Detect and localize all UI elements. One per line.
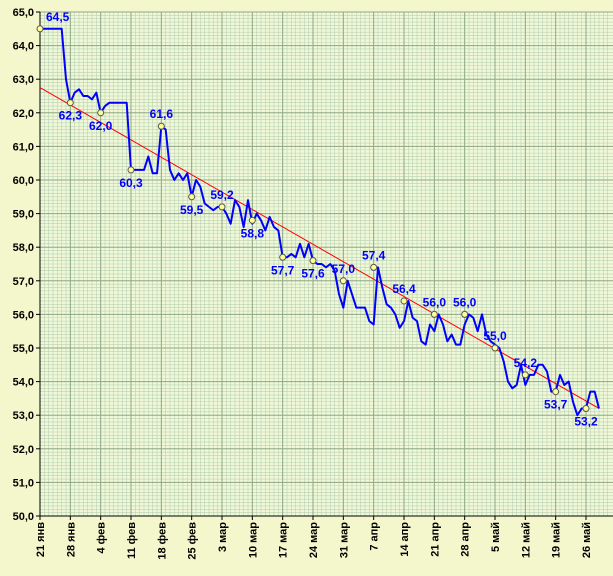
trendline [39,87,600,409]
x-tick-label: 25 фев [187,522,199,560]
data-label: 53,2 [574,414,598,428]
y-tick-label: 56,0 [13,309,34,321]
annotation-marker [248,216,256,224]
weight-series [40,27,600,417]
annotation-marker [461,310,469,318]
y-tick-label: 61,0 [13,141,34,153]
annotation-labels: 64,5 62,3 62,0 60,3 61,6 59,5 59,2 58,8 57,7 57,6… [46,10,598,429]
y-tick-label: 55,0 [13,343,34,355]
data-label: 56,0 [453,295,477,309]
annotation-marker [521,371,529,379]
data-label: 56,0 [423,295,447,309]
y-tick-label: 53,0 [13,410,34,422]
x-tick-label: 17 мар [278,522,290,558]
annotation-marker [36,25,44,33]
data-label: 57,0 [332,262,356,276]
y-tick-label: 54,0 [13,377,34,389]
data-label: 56,4 [392,282,416,296]
data-label: 59,5 [180,203,204,217]
data-label: 57,7 [271,263,295,277]
x-tick-label: 18 фев [156,522,168,560]
x-tick-label: 28 янв [65,522,77,557]
annotation-marker [157,122,165,130]
y-tick-label: 59,0 [13,209,34,221]
major-grid [39,11,613,517]
annotation-marker [127,166,135,174]
x-tick-label: 5 май [490,522,502,552]
x-tick-label: 28 апр [460,522,472,557]
y-tick-label: 52,0 [13,444,34,456]
data-label: 58,8 [241,226,265,240]
annotation-marker [582,404,590,412]
annotation-marker [279,253,287,261]
data-label: 62,0 [89,119,113,133]
annotation-markers [36,25,590,412]
x-tick-label: 14 апр [399,522,411,557]
x-tick-label: 21 янв [35,522,47,557]
x-tick-label: 12 май [520,522,532,558]
y-tick-label: 64,0 [13,41,34,53]
x-tick-label: 31 мар [338,522,350,558]
x-tick-label: 21 апр [429,522,441,557]
y-axis-ticks: 50,0 51,0 52,0 53,0 54,0 55,0 56,0 57,0 58,0 59,0… [13,7,40,523]
annotation-marker [309,257,317,265]
x-tick-label: 3 мар [217,522,229,552]
annotation-marker [218,203,226,211]
series-line [40,27,600,417]
x-tick-label: 7 апр [369,522,381,551]
x-tick-label: 4 фев [96,522,108,554]
data-label: 59,2 [210,188,234,202]
data-label: 57,6 [301,267,325,281]
y-tick-label: 63,0 [13,74,34,86]
annotation-marker [400,297,408,305]
x-tick-label: 24 мар [308,522,320,558]
y-tick-label: 62,0 [13,108,34,120]
axes [39,12,613,517]
y-tick-label: 60,0 [13,175,34,187]
x-tick-label: 26 май [581,522,593,558]
x-tick-label: 10 мар [247,522,259,558]
annotation-marker [370,263,378,271]
data-label: 61,6 [150,107,174,121]
annotation-marker [552,388,560,396]
annotation-marker [97,109,105,117]
y-tick-label: 65,0 [13,7,34,19]
y-tick-label: 51,0 [13,477,34,489]
x-tick-label: 19 май [551,522,563,558]
y-tick-label: 50,0 [13,511,34,523]
annotation-marker [339,277,347,285]
data-label: 60,3 [119,176,143,190]
annotation-marker [188,193,196,201]
data-label: 64,5 [46,10,70,24]
annotation-marker [491,344,499,352]
data-label: 62,3 [59,109,83,123]
y-tick-label: 57,0 [13,276,34,288]
x-tick-label: 11 фев [126,522,138,559]
trendline-line [39,87,600,409]
x-axis-ticks: 21 янв 28 янв 4 фев 11 фев 18 фев 25 фев 3 мар… [35,516,593,560]
annotation-marker [430,310,438,318]
data-label: 55,0 [483,329,507,343]
minor-grid [39,11,613,517]
annotation-marker [66,99,74,107]
data-label: 54,2 [514,356,538,370]
y-tick-label: 58,0 [13,242,34,254]
data-label: 57,4 [362,248,386,262]
data-label: 53,7 [544,398,568,412]
